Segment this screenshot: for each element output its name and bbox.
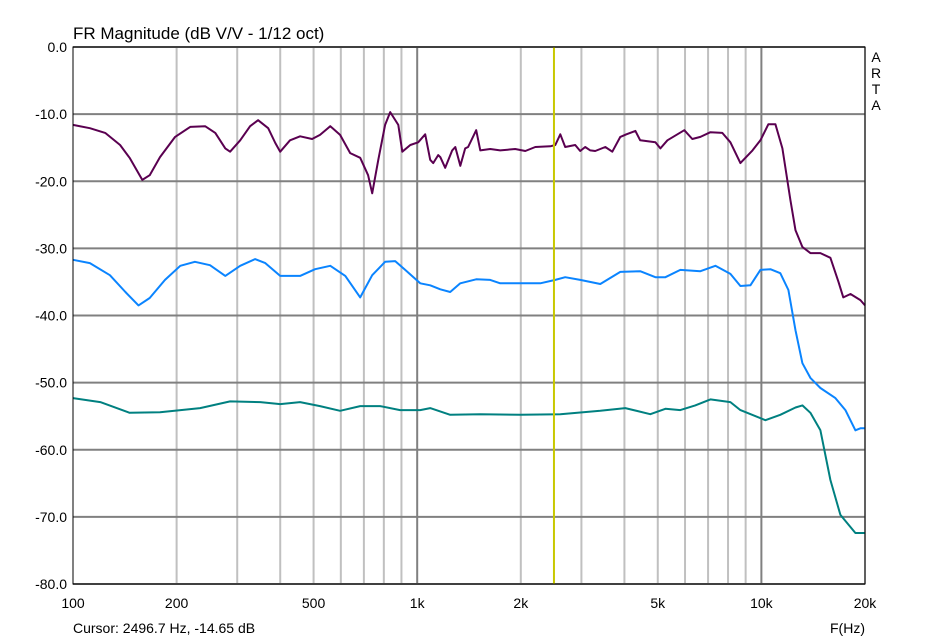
x-tick-label: 20k [854, 595, 878, 611]
curves [72, 111, 866, 534]
y-tick-label: -20.0 [35, 173, 67, 189]
y-tick-label: -60.0 [35, 442, 67, 458]
y-tick-label: -50.0 [35, 375, 67, 391]
y-tick-label: -80.0 [35, 576, 67, 592]
y-tick-label: -10.0 [35, 106, 67, 122]
y-tick-label: 0.0 [48, 39, 68, 55]
x-tick-label: 10k [750, 595, 774, 611]
y-tick-label: -30.0 [35, 240, 67, 256]
series-line-2 [72, 258, 865, 432]
y-tick-label: -70.0 [35, 509, 67, 525]
grid [73, 46, 866, 585]
cursor-readout: Cursor: 2496.7 Hz, -14.65 dB [73, 620, 255, 636]
chart-title: FR Magnitude (dB V/V - 1/12 oct) [73, 24, 324, 43]
watermark-letter: T [872, 81, 881, 97]
watermark-letter: A [871, 97, 881, 113]
series-line-3 [72, 397, 865, 534]
x-tick-label: 100 [61, 595, 85, 611]
y-axis-ticks: 0.0 -10.0 -20.0 -30.0 -40.0 -50.0 -60.0 -70.0 -8… [35, 39, 67, 592]
plot-frame [72, 46, 866, 585]
y-tick-label: -40.0 [35, 308, 67, 324]
x-axis-ticks: 100 200 500 1k 2k 5k 10k 20k [61, 595, 877, 611]
series-line-1 [72, 111, 866, 307]
x-tick-label: 200 [165, 595, 189, 611]
x-tick-label: 1k [410, 595, 426, 611]
x-axis-label: F(Hz) [830, 620, 865, 636]
x-tick-label: 500 [302, 595, 326, 611]
x-tick-label: 5k [650, 595, 666, 611]
x-tick-label: 2k [513, 595, 529, 611]
watermark-letter: A [871, 49, 881, 65]
watermark-letter: R [871, 65, 881, 81]
